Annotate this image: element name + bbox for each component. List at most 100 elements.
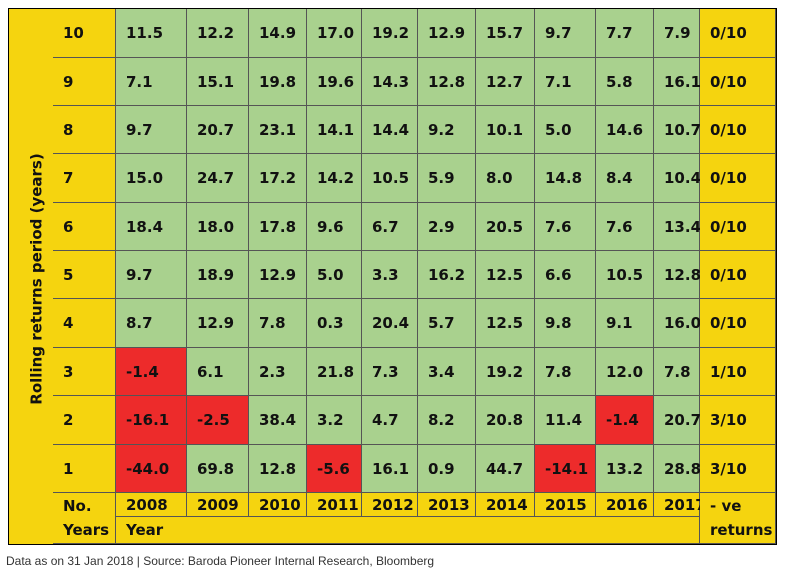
return-cell: 19.2 <box>476 348 535 396</box>
corner-label-line2: Years <box>63 521 110 539</box>
return-cell: 9.6 <box>307 203 362 251</box>
return-cell: 7.8 <box>535 348 596 396</box>
return-cell: 14.8 <box>535 154 596 203</box>
return-cell: 69.8 <box>187 445 249 493</box>
return-cell: 20.7 <box>654 396 701 445</box>
y-axis-title-text: Rolling returns period (years) <box>28 153 47 405</box>
year-label: 2016 <box>596 493 654 517</box>
return-cell: 7.6 <box>535 203 596 251</box>
return-cell: 8.2 <box>418 396 476 445</box>
return-cell: 0.3 <box>307 299 362 348</box>
year-label: 2013 <box>418 493 476 517</box>
period-label: 7 <box>53 154 116 203</box>
x-axis-title: Year <box>116 517 700 544</box>
return-cell: -1.4 <box>116 348 187 396</box>
return-cell: -2.5 <box>187 396 249 445</box>
return-cell: 14.4 <box>362 106 418 154</box>
period-label: 4 <box>53 299 116 348</box>
return-cell: 3.3 <box>362 251 418 299</box>
return-cell: 5.8 <box>596 58 654 106</box>
negative-count: 3/10 <box>700 445 776 493</box>
return-cell: 44.7 <box>476 445 535 493</box>
return-cell: 7.3 <box>362 348 418 396</box>
y-axis-title: Rolling returns period (years) <box>19 29 55 529</box>
return-cell: 28.8 <box>654 445 701 493</box>
year-label: 2015 <box>535 493 596 517</box>
return-cell: 8.7 <box>116 299 187 348</box>
negative-header-line2: returns <box>710 521 773 539</box>
return-cell: 14.9 <box>249 9 307 58</box>
return-cell: 0.9 <box>418 445 476 493</box>
return-cell: 11.4 <box>535 396 596 445</box>
return-cell: 16.0 <box>654 299 701 348</box>
return-cell: 6.7 <box>362 203 418 251</box>
negative-count: 3/10 <box>700 396 776 445</box>
year-label: 2012 <box>362 493 418 517</box>
negative-count: 0/10 <box>700 299 776 348</box>
return-cell: 3.2 <box>307 396 362 445</box>
return-cell: 9.7 <box>116 106 187 154</box>
return-cell: 7.1 <box>116 58 187 106</box>
return-cell: 8.4 <box>596 154 654 203</box>
return-cell: 20.5 <box>476 203 535 251</box>
return-cell: 15.1 <box>187 58 249 106</box>
return-cell: 4.7 <box>362 396 418 445</box>
return-cell: -44.0 <box>116 445 187 493</box>
return-cell: 7.8 <box>249 299 307 348</box>
corner-label-line1: No. <box>63 497 92 515</box>
return-cell: 23.1 <box>249 106 307 154</box>
return-cell: 10.1 <box>476 106 535 154</box>
period-label: 10 <box>53 9 116 58</box>
period-label: 6 <box>53 203 116 251</box>
return-cell: 3.4 <box>418 348 476 396</box>
return-cell: 2.9 <box>418 203 476 251</box>
return-cell: 18.4 <box>116 203 187 251</box>
return-cell: 20.7 <box>187 106 249 154</box>
return-cell: 20.4 <box>362 299 418 348</box>
return-cell: 12.8 <box>654 251 701 299</box>
returns-table: Rolling returns period (years) 10 11.5 12.… <box>8 8 777 545</box>
return-cell: 7.9 <box>654 9 700 58</box>
return-cell: 16.1 <box>654 58 701 106</box>
negative-header-line1: - ve <box>710 497 742 515</box>
return-cell: 5.7 <box>418 299 476 348</box>
return-cell: 12.9 <box>418 9 476 58</box>
return-cell: 12.0 <box>596 348 654 396</box>
year-label: 2011 <box>307 493 362 517</box>
return-cell: 17.2 <box>249 154 307 203</box>
return-cell: 20.8 <box>476 396 535 445</box>
return-cell: 5.9 <box>418 154 476 203</box>
return-cell: 10.5 <box>362 154 418 203</box>
return-cell: 12.7 <box>476 58 535 106</box>
negative-count: 0/10 <box>700 9 776 58</box>
return-cell: 17.0 <box>307 9 362 58</box>
return-cell: 6.6 <box>535 251 596 299</box>
return-cell: 21.8 <box>307 348 362 396</box>
return-cell: 7.6 <box>596 203 654 251</box>
return-cell: 13.4 <box>654 203 701 251</box>
return-cell: 14.6 <box>596 106 654 154</box>
negative-count: 0/10 <box>700 203 776 251</box>
return-cell: 16.1 <box>362 445 418 493</box>
year-label: 2008 <box>116 493 187 517</box>
return-cell: 14.1 <box>307 106 362 154</box>
return-cell: 7.7 <box>596 9 654 58</box>
return-cell: 24.7 <box>187 154 249 203</box>
return-cell: 12.9 <box>187 299 249 348</box>
return-cell: 12.8 <box>249 445 307 493</box>
negative-count: 0/10 <box>700 251 776 299</box>
period-label: 5 <box>53 251 116 299</box>
return-cell: 9.7 <box>535 9 596 58</box>
return-cell: 12.8 <box>418 58 476 106</box>
return-cell: -5.6 <box>307 445 362 493</box>
return-cell: 14.2 <box>307 154 362 203</box>
period-label: 1 <box>53 445 116 493</box>
return-cell: 14.3 <box>362 58 418 106</box>
negative-returns-header: - ve returns <box>700 493 776 544</box>
return-cell: 7.1 <box>535 58 596 106</box>
return-cell: 10.4 <box>654 154 701 203</box>
return-cell: 9.7 <box>116 251 187 299</box>
return-cell: 6.1 <box>187 348 249 396</box>
return-cell: 13.2 <box>596 445 654 493</box>
year-label: 2014 <box>476 493 535 517</box>
